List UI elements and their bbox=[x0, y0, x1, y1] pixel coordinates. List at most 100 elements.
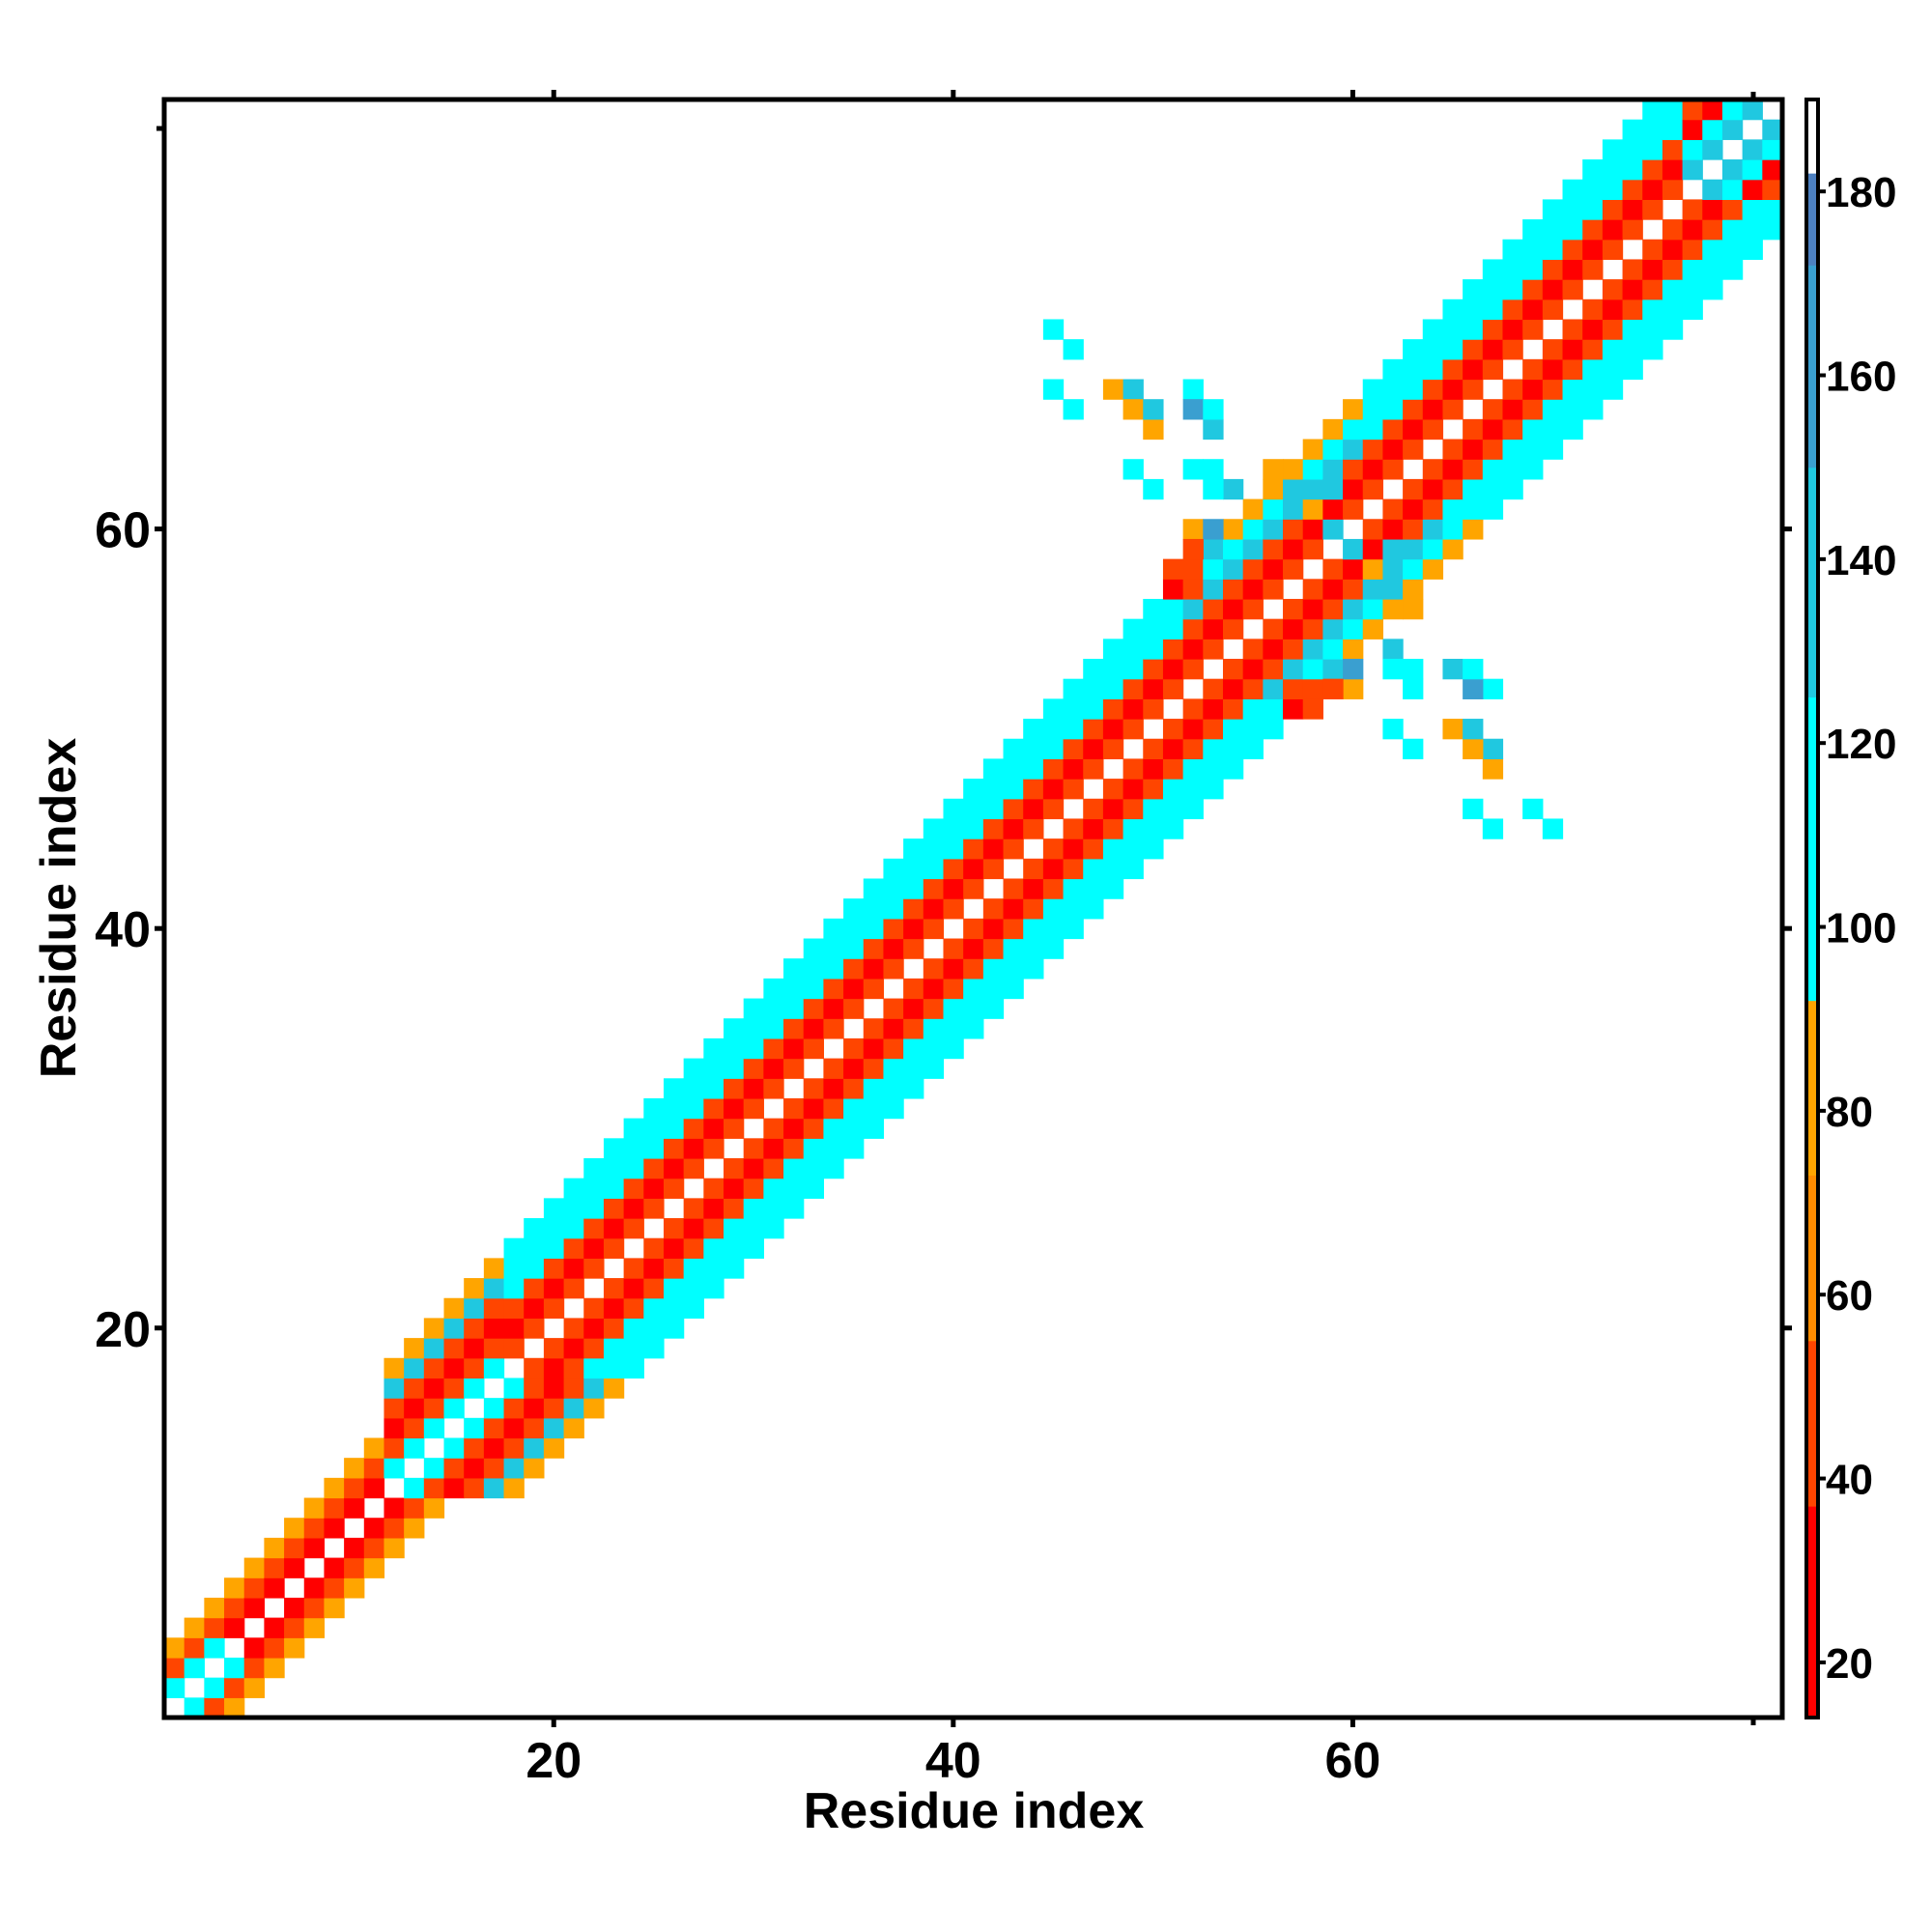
heatmap-cell bbox=[783, 1178, 805, 1199]
heatmap-cell bbox=[763, 978, 784, 1000]
plot-frame bbox=[161, 97, 1785, 1720]
heatmap-cell bbox=[1023, 938, 1044, 959]
heatmap-cell bbox=[963, 818, 984, 839]
heatmap-cell bbox=[423, 1458, 445, 1479]
heatmap-cell bbox=[344, 1458, 365, 1479]
heatmap-cell bbox=[423, 1477, 445, 1499]
heatmap-cell bbox=[1263, 459, 1284, 480]
heatmap-cell bbox=[1102, 878, 1124, 899]
heatmap-cell bbox=[1162, 678, 1184, 699]
heatmap-cell bbox=[1343, 558, 1364, 580]
x-tick-label: 60 bbox=[1324, 1733, 1380, 1789]
heatmap-cell bbox=[823, 998, 844, 1019]
heatmap-cell bbox=[1422, 558, 1444, 580]
heatmap-cell bbox=[1622, 279, 1643, 300]
heatmap-cell bbox=[1023, 798, 1044, 820]
heatmap-cell bbox=[1162, 659, 1184, 680]
heatmap-cell bbox=[464, 1278, 485, 1299]
heatmap-cell bbox=[803, 1078, 825, 1099]
heatmap-cell bbox=[1403, 439, 1424, 460]
heatmap-cell bbox=[1721, 239, 1744, 261]
heatmap-cell bbox=[1362, 459, 1384, 480]
heatmap-cell bbox=[1023, 878, 1044, 899]
heatmap-cell bbox=[1063, 738, 1084, 760]
heatmap-cell bbox=[204, 1697, 225, 1719]
heatmap-cell bbox=[1682, 99, 1703, 121]
heatmap-cell bbox=[863, 1078, 885, 1099]
heatmap-cell bbox=[563, 1378, 584, 1399]
heatmap-cell bbox=[823, 978, 844, 1000]
heatmap-cell bbox=[1702, 179, 1723, 200]
heatmap-cell bbox=[1343, 498, 1364, 520]
colorbar-tick-label: 120 bbox=[1826, 721, 1896, 768]
heatmap-cell bbox=[1203, 719, 1224, 740]
colorbar-band bbox=[1806, 99, 1818, 174]
heatmap-cell bbox=[224, 1617, 245, 1638]
heatmap-cell bbox=[823, 1078, 844, 1099]
heatmap-cell bbox=[1362, 618, 1384, 639]
heatmap-cell bbox=[1582, 319, 1604, 340]
heatmap-cell bbox=[823, 1138, 844, 1159]
heatmap-cell bbox=[284, 1518, 305, 1539]
heatmap-cell bbox=[184, 1637, 205, 1659]
heatmap-cell bbox=[843, 958, 865, 980]
heatmap-cell bbox=[1302, 698, 1323, 720]
heatmap-cell bbox=[603, 1237, 625, 1259]
heatmap-cell bbox=[683, 1078, 704, 1099]
heatmap-cell bbox=[1682, 159, 1703, 181]
heatmap-cell bbox=[524, 1357, 545, 1379]
heatmap-cell bbox=[1122, 818, 1144, 839]
heatmap-cell bbox=[1582, 219, 1604, 241]
heatmap-cell bbox=[1003, 898, 1024, 920]
heatmap-cell bbox=[1602, 179, 1624, 200]
heatmap-cell bbox=[243, 1657, 265, 1679]
heatmap-cell bbox=[1642, 339, 1663, 360]
heatmap-cell bbox=[883, 1078, 904, 1099]
colorbar-band bbox=[1806, 467, 1818, 698]
heatmap-cell bbox=[1522, 239, 1544, 261]
heatmap-cell bbox=[1023, 758, 1044, 780]
heatmap-cell bbox=[1283, 538, 1304, 560]
heatmap-cell bbox=[724, 1218, 745, 1239]
heatmap-cell bbox=[903, 858, 924, 880]
heatmap-cell bbox=[1143, 818, 1164, 839]
heatmap-cell bbox=[1602, 358, 1624, 381]
heatmap-cell bbox=[1003, 818, 1024, 839]
heatmap-cell bbox=[703, 1198, 724, 1219]
heatmap-cell bbox=[1042, 918, 1065, 940]
heatmap-cell bbox=[643, 1237, 665, 1259]
heatmap-cell bbox=[803, 938, 825, 959]
heatmap-cell bbox=[603, 1318, 625, 1339]
heatmap-cell bbox=[1463, 798, 1484, 820]
heatmap-cell bbox=[1143, 698, 1164, 720]
heatmap-cell bbox=[1463, 478, 1484, 500]
heatmap-cell bbox=[1502, 279, 1523, 300]
colorbar-tick-label: 20 bbox=[1826, 1640, 1873, 1688]
heatmap-cell bbox=[1642, 319, 1663, 340]
heatmap-cell bbox=[524, 1417, 545, 1439]
heatmap-cell bbox=[823, 1097, 844, 1120]
heatmap-cell bbox=[1422, 538, 1444, 560]
heatmap-cell bbox=[1182, 538, 1204, 560]
heatmap-cell bbox=[1721, 159, 1744, 181]
heatmap-cell bbox=[683, 1058, 704, 1079]
heatmap-cell bbox=[1222, 698, 1244, 720]
heatmap-cell bbox=[1143, 758, 1164, 780]
heatmap-cell bbox=[324, 1518, 345, 1539]
heatmap-cell bbox=[1382, 659, 1404, 680]
heatmap-cell bbox=[1382, 498, 1404, 520]
heatmap-cell bbox=[743, 1097, 764, 1120]
heatmap-cell bbox=[1003, 838, 1024, 860]
heatmap-cell bbox=[1083, 678, 1104, 699]
heatmap-cell bbox=[1463, 498, 1484, 520]
heatmap-cell bbox=[1023, 858, 1044, 880]
heatmap-cell bbox=[1023, 738, 1044, 760]
heatmap-cell bbox=[1642, 298, 1663, 321]
colorbar-tick-label: 100 bbox=[1826, 905, 1896, 952]
heatmap-cell bbox=[264, 1617, 285, 1638]
heatmap-cell bbox=[724, 1118, 745, 1139]
heatmap-cell bbox=[843, 1078, 865, 1099]
heatmap-cell bbox=[1482, 459, 1504, 480]
heatmap-cell bbox=[663, 1138, 685, 1159]
heatmap-cell bbox=[443, 1338, 465, 1359]
